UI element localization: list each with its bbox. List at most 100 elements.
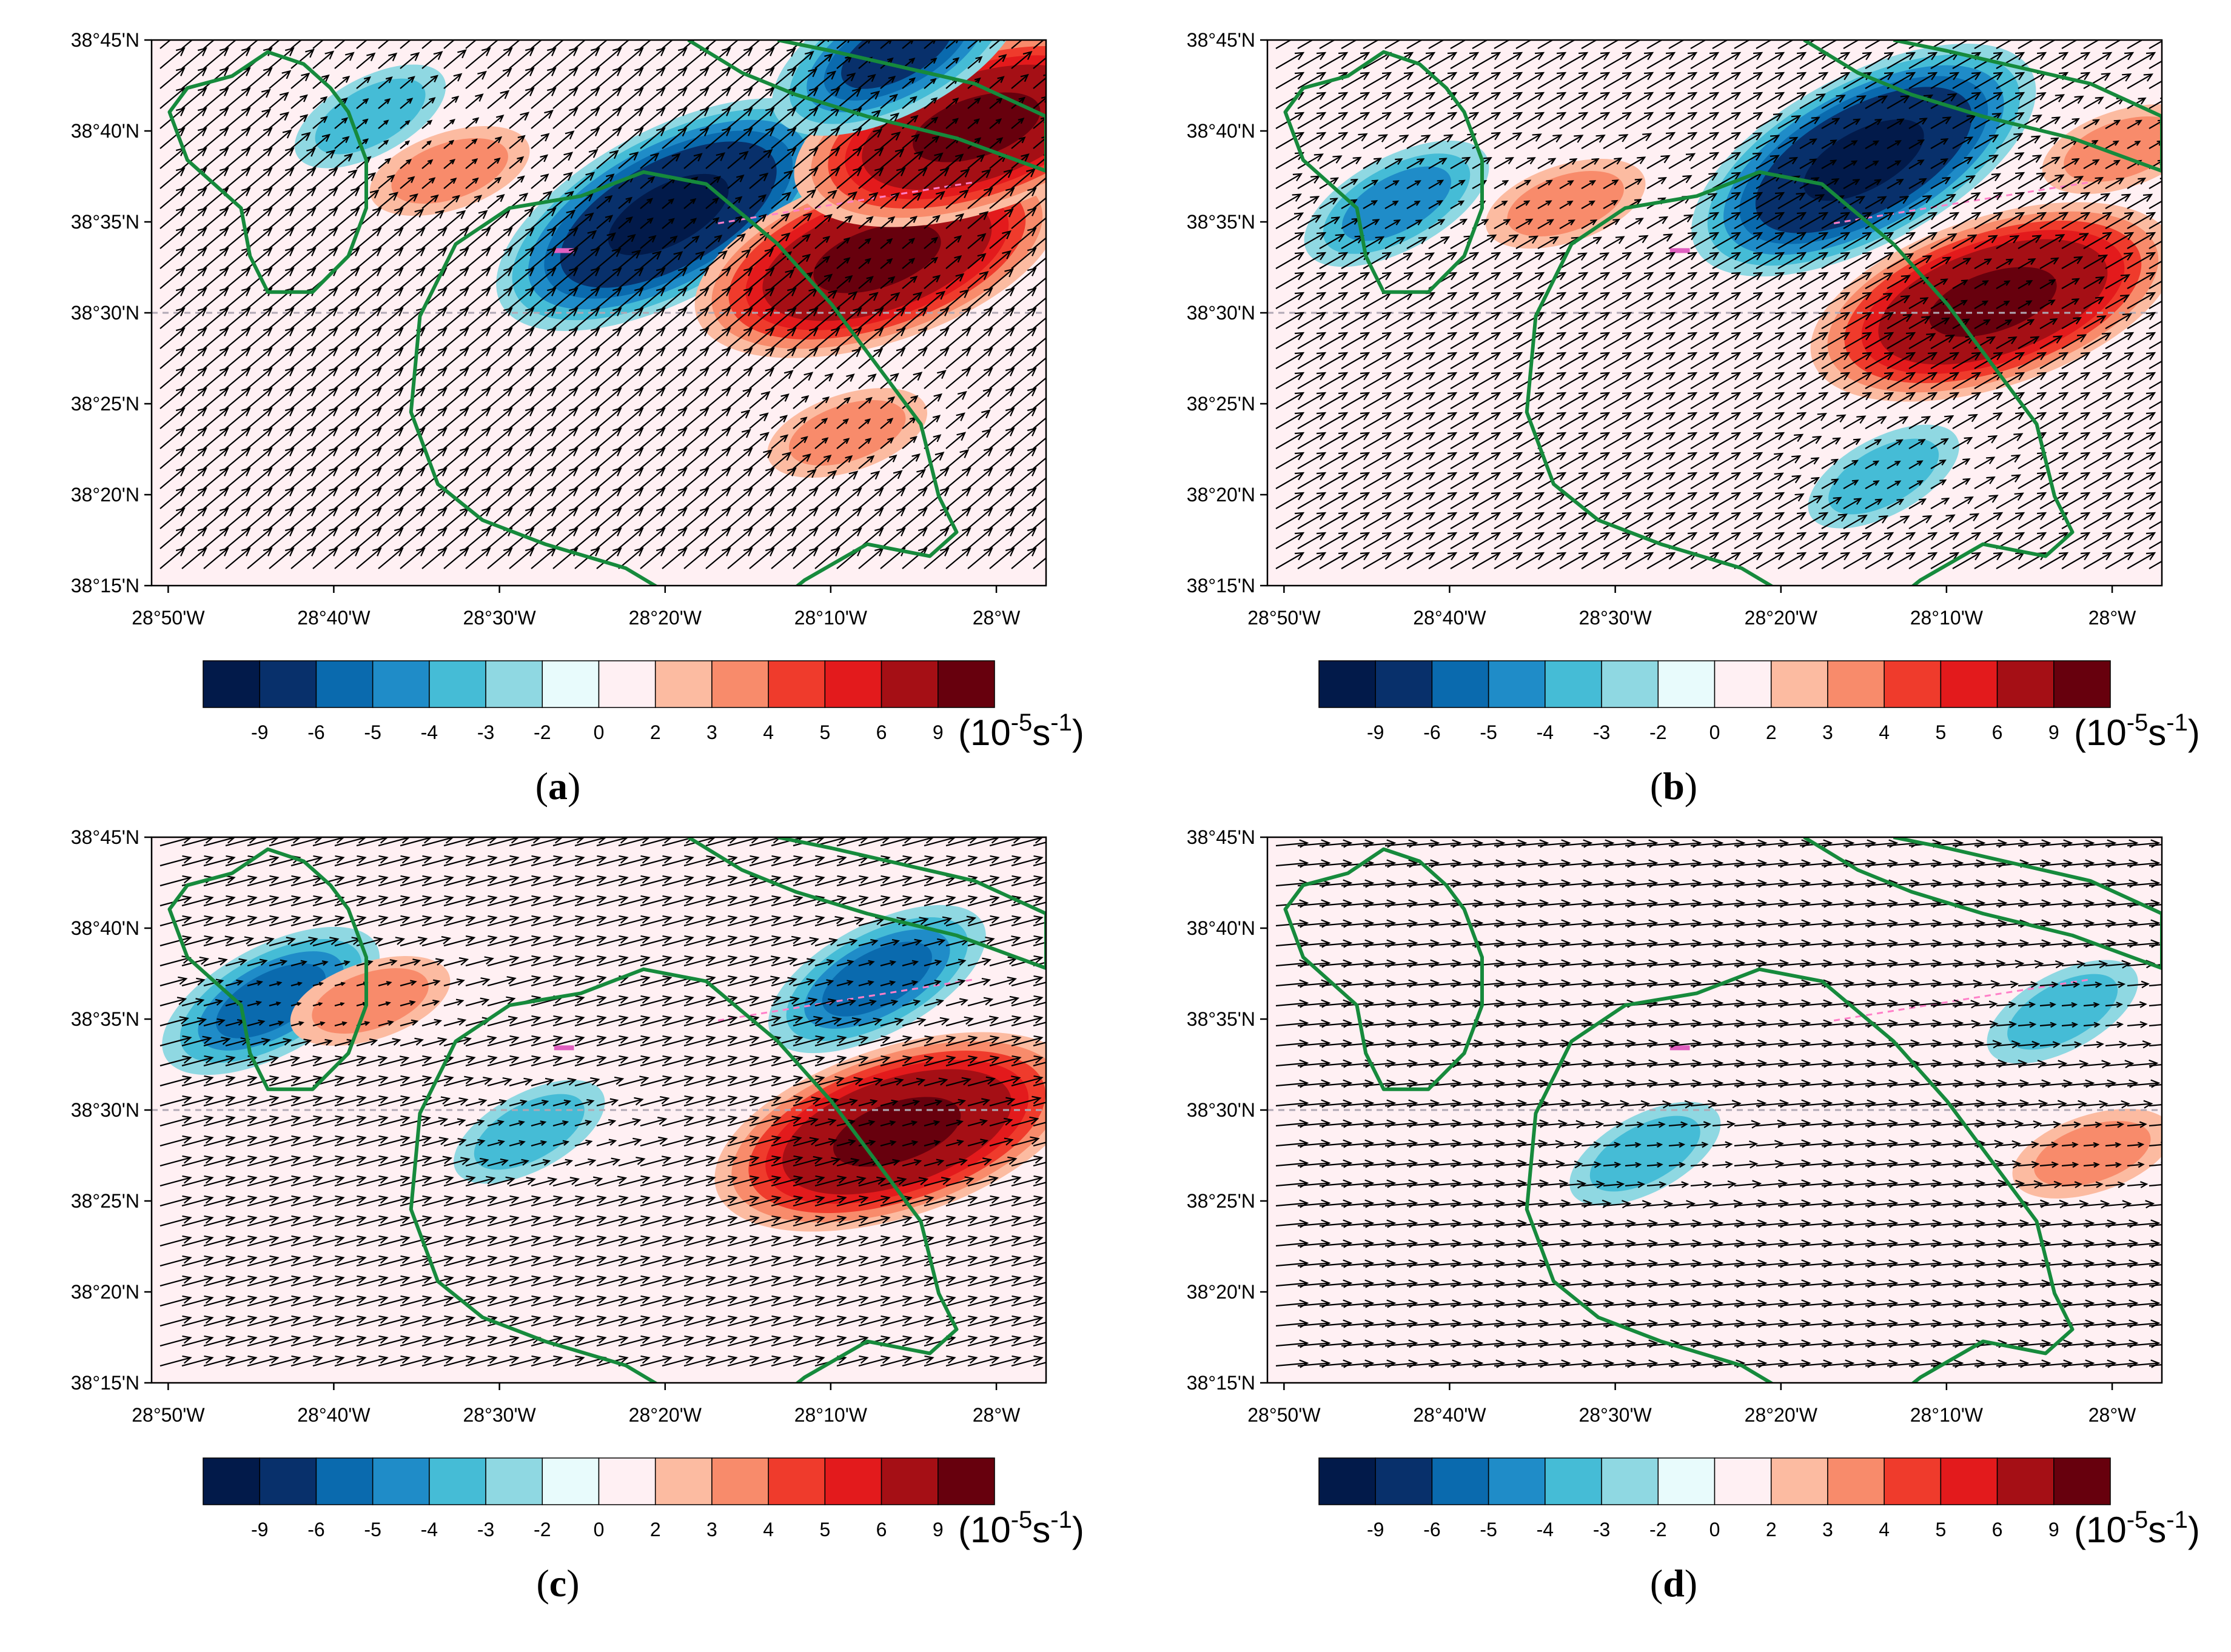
wind-arrow [2149,300,2162,309]
wind-arrow [1406,312,1436,329]
wind-arrow [1756,52,1785,69]
wind-arrow [2105,313,2133,329]
wind-arrow [989,1137,1014,1147]
wind-arrow [814,1055,847,1067]
wind-arrow [2083,452,2113,469]
wind-arrow [1450,512,1480,529]
wind-arrow [858,276,874,289]
wind-arrow [1625,178,1643,189]
wind-arrow [1865,372,1894,389]
wind-arrow [771,269,795,289]
wind-arrow [2149,178,2162,189]
wind-arrow [967,1098,991,1107]
wind-arrow [1363,134,1388,149]
wind-arrow [465,935,498,947]
wind-arrow [1406,552,1436,569]
wind-arrow [509,1315,542,1327]
colorbar-tick-label: 4 [1879,721,1890,743]
wind-arrow [1384,72,1414,89]
wind-arrow [1319,372,1349,389]
wind-arrow [2039,472,2069,489]
wind-arrow [1952,279,1968,289]
wind-arrow [1319,233,1345,249]
wind-arrow [552,427,579,449]
wind-arrow [683,107,710,129]
wind-arrow [771,347,797,369]
wind-arrow [1974,319,1991,329]
wind-arrow [1341,492,1370,509]
wind-arrow [1821,513,1848,529]
wind-arrow [269,447,295,469]
wind-arrow [814,396,830,409]
wind-arrow [2127,292,2156,309]
wind-arrow [1450,452,1480,469]
wind-arrow [1865,140,1880,149]
wind-arrow [1734,432,1763,449]
wind-arrow [1625,292,1654,309]
wind-arrow [683,1235,716,1247]
wind-arrow [1646,352,1676,369]
wind-arrow [574,1077,600,1087]
wind-arrow [618,1315,651,1327]
wind-arrow [1690,152,1720,169]
wind-arrow [793,453,811,469]
colorbar-box [259,660,317,708]
wind-arrow [924,347,950,369]
wind-arrow [749,47,775,69]
wind-arrow [902,980,919,987]
wind-arrow [203,267,229,289]
wind-arrow [814,507,840,529]
wind-arrow [640,1275,673,1287]
wind-arrow [1406,92,1436,109]
wind-arrow [1494,532,1523,549]
wind-arrow [443,935,476,947]
wind-arrow [247,1135,280,1147]
wind-arrow [1952,136,1974,149]
vorticity-contour-2-0 [913,92,1041,162]
wind-arrow [1537,532,1567,549]
wind-arrow [225,527,251,549]
wind-arrow [203,387,229,409]
wind-arrow [552,1120,569,1127]
wind-arrow [1406,512,1436,529]
wind-arrow [1734,532,1763,549]
wind-arrow [203,895,236,907]
wind-arrow [1033,1362,1046,1367]
wind-arrow [225,979,244,987]
wind-arrow [1537,1160,1566,1169]
wind-arrow [421,159,434,169]
lat-tick-label: 38°45'N [71,29,139,51]
wind-arrow [159,167,186,189]
wind-arrow [1887,515,1910,529]
wind-arrow [1974,1020,1999,1029]
wind-arrow [2018,412,2047,429]
wind-arrow [1690,1100,1717,1109]
wind-arrow [1275,52,1305,69]
wind-arrow [2039,1100,2067,1109]
wind-arrow [2018,960,2044,969]
wind-arrow [312,1275,345,1287]
wind-arrow [552,1275,585,1287]
wind-arrow [902,133,920,149]
wind-arrow [356,387,382,409]
wind-arrow [378,487,404,509]
wind-arrow [247,327,273,349]
wind-arrow [967,1015,999,1027]
wind-arrow [2039,257,2059,269]
wind-arrow [727,215,743,229]
wind-arrow [1033,941,1046,947]
wind-arrow [356,267,382,289]
wind-arrow [793,1215,825,1227]
wind-arrow [683,87,710,109]
wind-arrow [814,127,840,149]
wind-arrow [1799,435,1822,449]
wind-arrow [465,956,494,967]
wind-arrow [225,487,251,509]
wind-arrow [2149,1064,2162,1067]
wind-arrow [945,855,978,867]
wind-arrow [334,187,360,209]
wind-arrow [1275,212,1304,229]
colorbar-tick-label: 0 [1709,721,1720,743]
wind-arrow [269,227,295,249]
wind-arrow [1559,352,1589,369]
